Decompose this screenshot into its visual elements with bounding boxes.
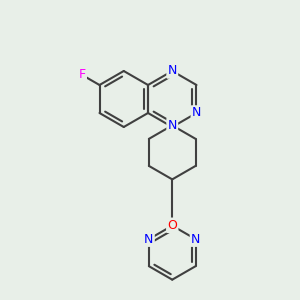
- Text: N: N: [168, 64, 177, 77]
- Text: N: N: [191, 233, 200, 246]
- Text: N: N: [168, 119, 177, 132]
- Text: O: O: [167, 219, 177, 232]
- Text: N: N: [144, 233, 154, 246]
- Text: F: F: [79, 68, 86, 82]
- Text: N: N: [192, 106, 201, 119]
